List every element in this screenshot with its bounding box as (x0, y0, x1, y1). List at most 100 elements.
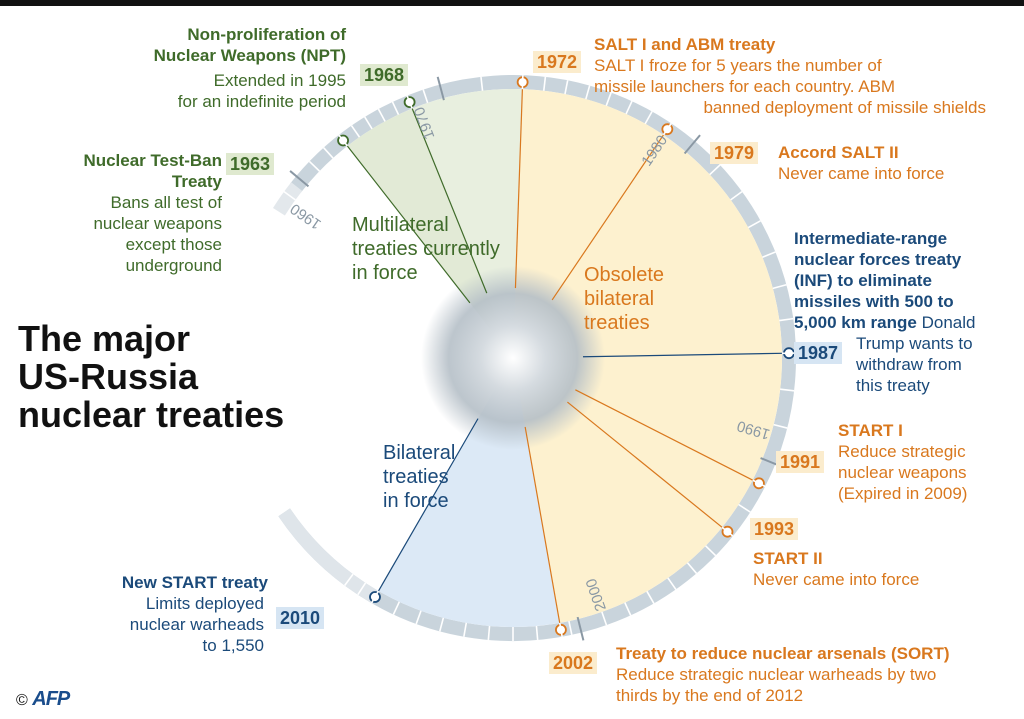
region-label-obsolete: Obsolete bilateral treaties (584, 263, 664, 335)
new-start-name: New START treaty (121, 573, 268, 592)
treaty-desc-line: SALT I froze for 5 years the number of (594, 56, 882, 75)
decade-tick (683, 134, 701, 155)
year-tick (308, 160, 321, 172)
new-start-description: Limits deployed nuclear warheads to 1,55… (60, 593, 264, 656)
year-tick (323, 147, 334, 159)
year-tick (667, 577, 677, 590)
year-tick (406, 95, 413, 109)
decade-tick (436, 76, 445, 101)
year-tick (662, 122, 672, 136)
title-line: US-Russia (18, 356, 199, 397)
year-tick (535, 625, 539, 640)
year-tick (357, 582, 367, 596)
treaty-desc-line: (Expired in 2009) (838, 484, 968, 503)
year-tick (438, 617, 445, 632)
year-tick (338, 134, 349, 147)
treaty-desc-line: this treaty (856, 376, 930, 395)
region-line: treaties (584, 312, 650, 334)
year-tick (392, 601, 401, 615)
year-tick (605, 92, 612, 106)
year-tick (780, 388, 795, 392)
year-tick (422, 89, 429, 104)
treaty-name-line: Nuclear Weapons (NPT) (153, 46, 346, 65)
treaty-desc-line: thirds by the end of 2012 (616, 686, 804, 705)
year-tick (350, 125, 361, 138)
treaty-desc-line: Limits deployed (145, 594, 264, 613)
decade-tick (576, 616, 585, 641)
decade-tick (289, 170, 310, 188)
treaty-desc-line: Reduce strategic nuclear warheads by two (616, 665, 937, 684)
salt1-description: SALT I froze for 5 years the number of m… (594, 55, 986, 118)
credit: © AFP (16, 688, 70, 711)
year-badge-1979: 1979 (710, 142, 759, 164)
treaty-desc-line: banned deployment of missile shields (703, 98, 986, 117)
year-badge-1972: 1972 (533, 51, 582, 73)
start1-name: START I (838, 421, 903, 440)
leader-line-start2 (567, 401, 728, 533)
treaty-name-line: Nuclear Test-Ban (83, 151, 222, 170)
treaty-desc-line: Bans all test of (110, 193, 222, 212)
year-tick (772, 283, 787, 290)
treaty-desc-line: underground (125, 256, 222, 275)
treaty-name-line: Non-proliferation of (187, 25, 346, 44)
region-label-bilateral: Bilateral treaties in force (383, 441, 455, 513)
treaty-desc-line: for an indefinite period (177, 92, 346, 111)
treaty-desc-line: missile launchers for each country. ABM (594, 77, 896, 96)
leader-line-salt1 (514, 82, 524, 289)
dial-ring-fade-end (278, 508, 379, 604)
year-tick (558, 622, 563, 637)
start1-description: Reduce strategic nuclear weapons (Expire… (838, 441, 967, 504)
year-tick (344, 573, 354, 586)
region-line: Multilateral (352, 214, 449, 236)
treaty-name-line: Treaty (171, 172, 222, 191)
treaty-desc-line: Reduce strategic (838, 442, 966, 461)
year-tick (283, 191, 296, 201)
year-tick (391, 101, 400, 115)
year-tick (568, 620, 573, 635)
top-rule (0, 0, 1024, 6)
year-tick (480, 76, 484, 91)
year-badge-1963: 1963 (226, 153, 275, 175)
year-tick (644, 111, 653, 125)
salt2-description: Never came into force (778, 164, 945, 183)
inf-description: Trump wants to withdraw from this treaty (856, 333, 973, 396)
year-tick (370, 590, 380, 604)
year-tick (415, 610, 422, 625)
inf-name: Intermediate-range nuclear forces treaty… (794, 228, 975, 333)
salt1-name: SALT I and ABM treaty (594, 35, 776, 54)
year-tick (564, 80, 569, 95)
region-label-multilateral: Multilateral treaties currently in force (352, 213, 500, 285)
year-tick (762, 251, 776, 258)
treaty-desc-line: withdraw from (856, 355, 962, 374)
hub-layer (421, 266, 605, 450)
treaty-desc-line: Trump wants to (856, 334, 973, 353)
leader-line-test_ban (342, 140, 471, 304)
region-line: treaties (383, 466, 449, 488)
treaty-desc-line: nuclear weapons (838, 463, 967, 482)
treaty-desc-line: nuclear weapons (93, 214, 222, 233)
salt2-name: Accord SALT II (778, 143, 899, 162)
test-ban-name: Nuclear Test-Ban Treaty (40, 150, 222, 192)
year-tick (542, 76, 547, 91)
sort-name: Treaty to reduce nuclear arsenals (SORT) (616, 644, 950, 663)
year-tick (463, 622, 468, 637)
year-tick (364, 116, 373, 130)
year-tick (646, 590, 655, 604)
npt-description: Extended in 1995 for an indefinite perio… (130, 70, 346, 112)
treaty-desc-line: nuclear warheads (129, 615, 264, 634)
year-badge-1993: 1993 (750, 518, 799, 540)
year-tick (601, 611, 608, 626)
year-tick (779, 317, 794, 322)
sort-description: Reduce strategic nuclear warheads by two… (616, 664, 936, 706)
leader-line-sort (524, 426, 562, 630)
leader-line-npt (409, 101, 488, 294)
year-tick (709, 164, 721, 176)
treaty-name-line: missiles with 500 to (794, 292, 954, 311)
leader-line-start1 (575, 389, 760, 484)
year-tick (487, 625, 491, 640)
treaty-name-fragment: 5,000 km range (794, 313, 917, 332)
year-badge-1968: 1968 (360, 64, 409, 86)
year-tick (752, 479, 766, 488)
region-line: Bilateral (383, 442, 456, 464)
year-tick (747, 220, 761, 229)
